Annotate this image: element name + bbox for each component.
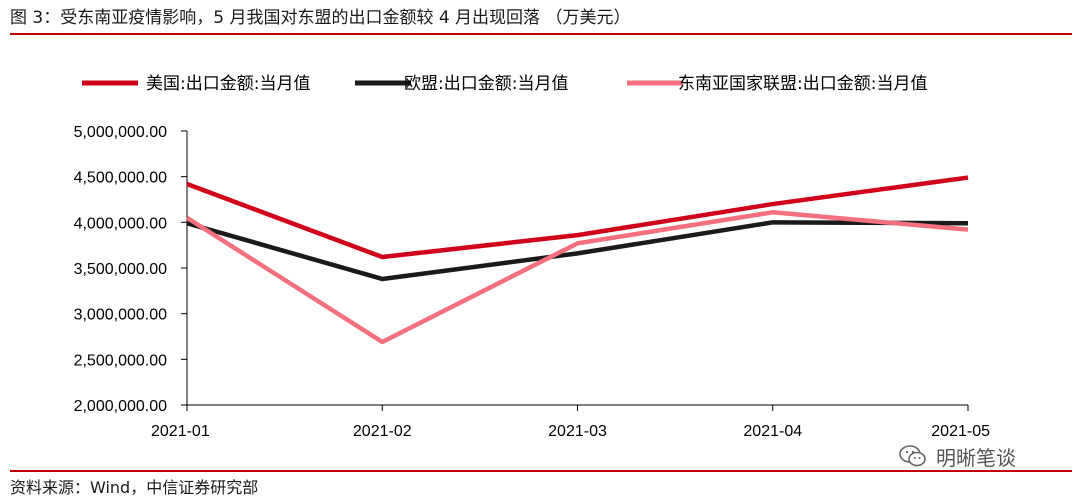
y-tick-label: 2,500,000.00 <box>74 352 168 369</box>
source-divider <box>10 470 1072 472</box>
source-note: 资料来源：Wind，中信证券研究部 <box>10 478 259 497</box>
series-layer <box>185 175 969 345</box>
y-tick-label: 3,000,000.00 <box>74 307 168 324</box>
y-tick-label: 5,000,000.00 <box>74 124 168 141</box>
title-divider <box>10 33 1072 35</box>
series-line-3 <box>185 210 969 345</box>
y-tick-label: 2,000,000.00 <box>74 398 168 415</box>
x-tick-label: 2021-04 <box>743 423 802 440</box>
x-tick-label: 2021-05 <box>931 423 990 440</box>
figure-title: 图 3：受东南亚疫情影响，5 月我国对东盟的出口金额较 4 月出现回落 （万美元… <box>10 8 631 28</box>
watermark-text: 明晰笔谈 <box>936 445 1016 470</box>
x-tick-label: 2021-02 <box>353 423 412 440</box>
x-tick-label: 2021-01 <box>151 423 210 440</box>
legend-label-2: 欧盟:出口金额:当月值 <box>404 74 568 94</box>
legend-label-3: 东南亚国家联盟:出口金额:当月值 <box>678 74 927 94</box>
y-tick-label: 4,000,000.00 <box>74 215 168 232</box>
watermark: 明晰笔谈 <box>898 440 1016 472</box>
x-axis: 2021-01 2021-02 2021-03 2021-04 2021-05 <box>151 404 990 440</box>
y-axis: 2,000,000.00 2,500,000.00 3,000,000.00 3,50… <box>74 124 188 415</box>
legend: 美国:出口金额:当月值 欧盟:出口金额:当月值 东南亚国家联盟:出口金额:当月值 <box>82 74 927 94</box>
legend-label-1: 美国:出口金额:当月值 <box>146 74 310 94</box>
y-tick-label: 4,500,000.00 <box>74 170 168 187</box>
wechat-icon <box>899 445 926 467</box>
x-tick-label: 2021-03 <box>548 423 607 440</box>
series-line-2 <box>186 220 969 282</box>
y-tick-label: 3,500,000.00 <box>74 261 168 278</box>
